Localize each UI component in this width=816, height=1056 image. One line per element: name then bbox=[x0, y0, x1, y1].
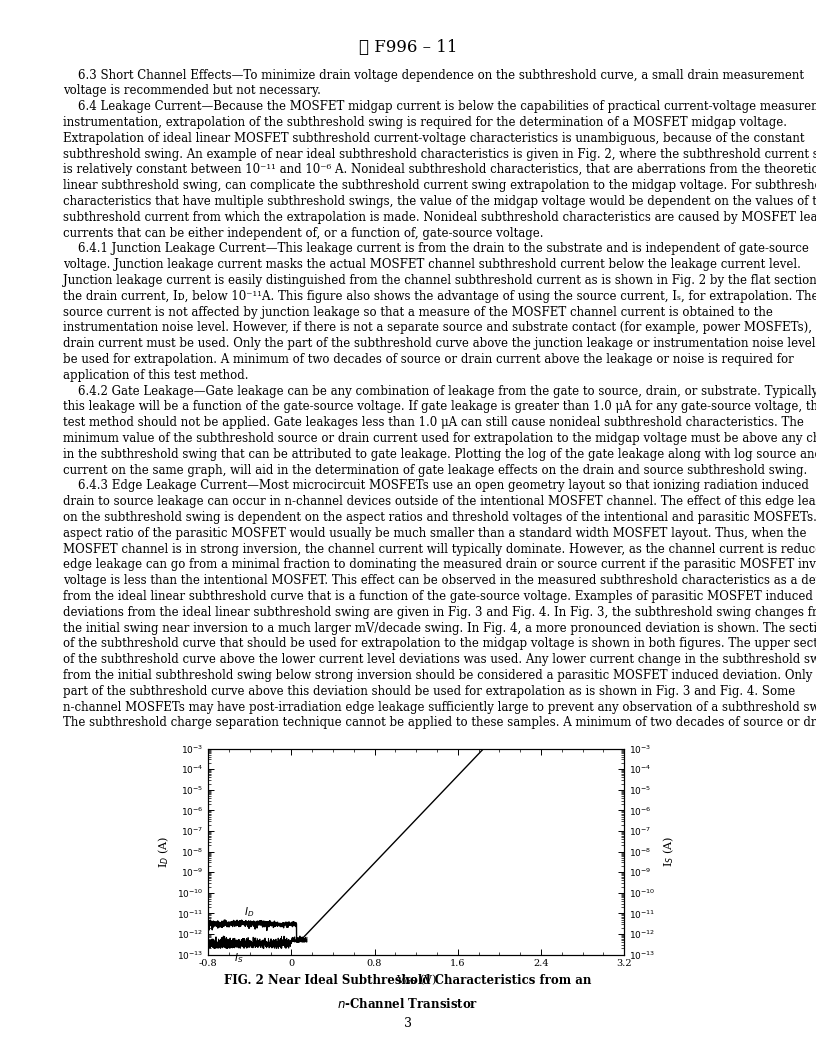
Text: Ⓘ F996 – 11: Ⓘ F996 – 11 bbox=[359, 39, 457, 56]
Y-axis label: I$_S$ (A): I$_S$ (A) bbox=[661, 836, 676, 867]
Text: $I_D$: $I_D$ bbox=[245, 905, 255, 919]
Text: 3: 3 bbox=[404, 1017, 412, 1030]
Text: 6.3 Short Channel Effects—To minimize drain voltage dependence on the subthresho: 6.3 Short Channel Effects—To minimize dr… bbox=[63, 69, 816, 730]
Y-axis label: I$_D$ (A): I$_D$ (A) bbox=[157, 835, 171, 868]
Text: $I_S$: $I_S$ bbox=[234, 951, 243, 965]
Text: $\mathit{n}$-Channel Transistor: $\mathit{n}$-Channel Transistor bbox=[337, 997, 479, 1011]
Text: FIG. 2 Near Ideal Subthreshold Characteristics from an: FIG. 2 Near Ideal Subthreshold Character… bbox=[224, 974, 592, 986]
X-axis label: V$_{GS}$ (V): V$_{GS}$ (V) bbox=[396, 973, 437, 987]
